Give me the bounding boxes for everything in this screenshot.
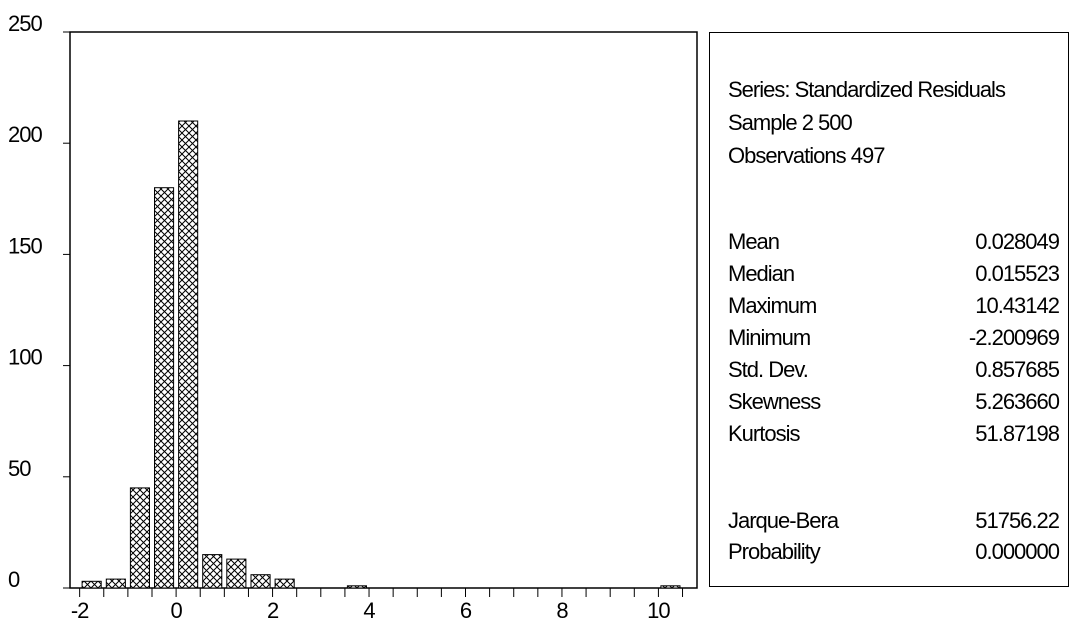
stat-name-skewness: Skewness [728,389,821,414]
stat-name-jarque-bera: Jarque-Bera [728,508,839,533]
x-tick-label: 6 [460,598,472,623]
y-tick-label: 150 [8,233,42,258]
histogram-bar [154,187,175,589]
histogram-chart: -2 0 2 4 6 8 10 0 50 100 150 200 250 [8,11,698,623]
histogram-bar [105,578,126,589]
observations-label: Observations 497 [728,143,885,168]
stat-value-maximum: 10.43142 [975,293,1060,318]
stat-name-maximum: Maximum [728,293,817,318]
stat-value-minimum: -2.200969 [968,325,1060,350]
stat-name-probability: Probability [728,539,821,564]
sample-label: Sample 2 500 [728,110,853,135]
statistics-panel: Series: Standardized Residuals Sample 2 … [709,32,1069,587]
stat-name-std-dev: Std. Dev. [728,357,809,382]
x-tick-label: 0 [170,598,182,623]
stat-value-kurtosis: 51.87198 [975,421,1060,446]
histogram-bar [346,585,367,589]
stat-value-skewness: 5.263660 [975,389,1060,414]
histogram-bar [274,578,295,589]
stat-value-std-dev: 0.857685 [975,357,1060,382]
stat-value-mean: 0.028049 [975,229,1060,254]
histogram-bar [129,487,150,589]
histogram-bar [226,558,247,589]
histogram-bar [250,574,271,589]
histogram-bars [81,120,681,589]
stat-name-mean: Mean [728,229,780,254]
stat-name-kurtosis: Kurtosis [728,421,800,446]
histogram-bar [202,554,223,589]
y-tick-label: 50 [8,456,31,481]
x-axis: -2 0 2 4 6 8 10 [71,588,684,623]
y-tick-label: 200 [8,122,42,147]
histogram-bar [178,120,199,589]
histogram-bar [660,585,681,589]
stat-name-median: Median [728,261,795,286]
histogram-bar [81,580,102,589]
y-tick-label: 250 [8,11,42,36]
stat-value-probability: 0.000000 [975,539,1060,564]
y-tick-label: 0 [8,567,20,592]
x-tick-label: 4 [363,598,375,623]
y-axis: 0 50 100 150 200 250 [8,11,70,592]
series-label: Series: Standardized Residuals [728,77,1006,102]
plot-frame [69,31,698,589]
y-tick-label: 100 [8,345,42,370]
stat-value-median: 0.015523 [975,261,1060,286]
x-tick-label: -2 [71,598,89,623]
stat-name-minimum: Minimum [728,325,811,350]
x-tick-label: 2 [267,598,279,623]
x-tick-label: 8 [556,598,568,623]
stat-value-jarque-bera: 51756.22 [975,508,1060,533]
x-tick-label: 10 [647,598,670,623]
